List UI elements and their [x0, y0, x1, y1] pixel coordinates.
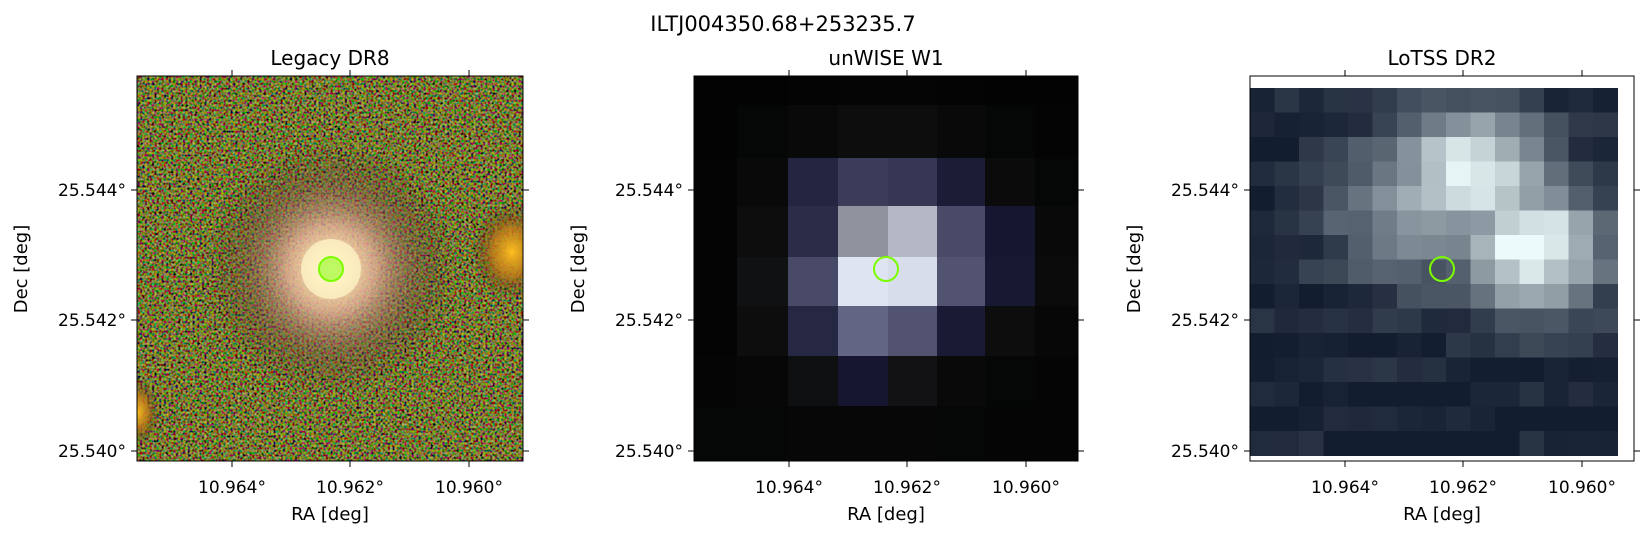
unwise-image: [694, 76, 1078, 461]
x-tick-label: 10.962°: [1429, 478, 1497, 498]
y-tick-label: 25.544°: [58, 181, 126, 201]
figure-title: ILTJ004350.68+253235.7: [650, 12, 915, 36]
y-axis-label: Dec [deg]: [11, 225, 32, 314]
x-axis-label: RA [deg]: [291, 504, 369, 525]
y-tick-label: 25.542°: [58, 311, 126, 331]
axes-frame: [693, 75, 1079, 462]
y-tick-label: 25.542°: [1171, 311, 1239, 331]
y-tick-label: 25.544°: [615, 181, 683, 201]
x-tick-label: 10.964°: [1311, 478, 1379, 498]
y-tick-label: 25.542°: [615, 311, 683, 331]
lotss-image: [1250, 88, 1618, 456]
y-tick-label: 25.540°: [58, 442, 126, 462]
panel-title: Legacy DR8: [270, 46, 389, 70]
source-marker: [318, 256, 344, 282]
x-axis-label: RA [deg]: [1403, 504, 1481, 525]
y-tick-label: 25.540°: [615, 442, 683, 462]
panel-title: LoTSS DR2: [1387, 46, 1496, 70]
x-axis-label: RA [deg]: [847, 504, 925, 525]
x-tick-label: 10.960°: [435, 478, 503, 498]
axes-frame: [136, 75, 524, 462]
panel-legacy-dr8: Legacy DR8: [136, 46, 524, 462]
source-marker: [1429, 256, 1455, 282]
y-tick-label: 25.540°: [1171, 442, 1239, 462]
x-tick-label: 10.962°: [873, 478, 941, 498]
panel-title: unWISE W1: [828, 46, 943, 70]
axes-frame: [1249, 75, 1635, 462]
x-tick-label: 10.964°: [198, 478, 266, 498]
y-axis-label: Dec [deg]: [568, 225, 589, 314]
x-tick-label: 10.964°: [755, 478, 823, 498]
panel-unwise-w1: unWISE W1: [693, 46, 1079, 462]
x-tick-label: 10.960°: [1548, 478, 1616, 498]
y-axis-label: Dec [deg]: [1124, 225, 1145, 314]
x-tick-label: 10.962°: [316, 478, 384, 498]
x-tick-label: 10.960°: [992, 478, 1060, 498]
panel-lotss-dr2: LoTSS DR2: [1249, 46, 1635, 462]
y-tick-label: 25.544°: [1171, 181, 1239, 201]
source-marker: [873, 256, 899, 282]
